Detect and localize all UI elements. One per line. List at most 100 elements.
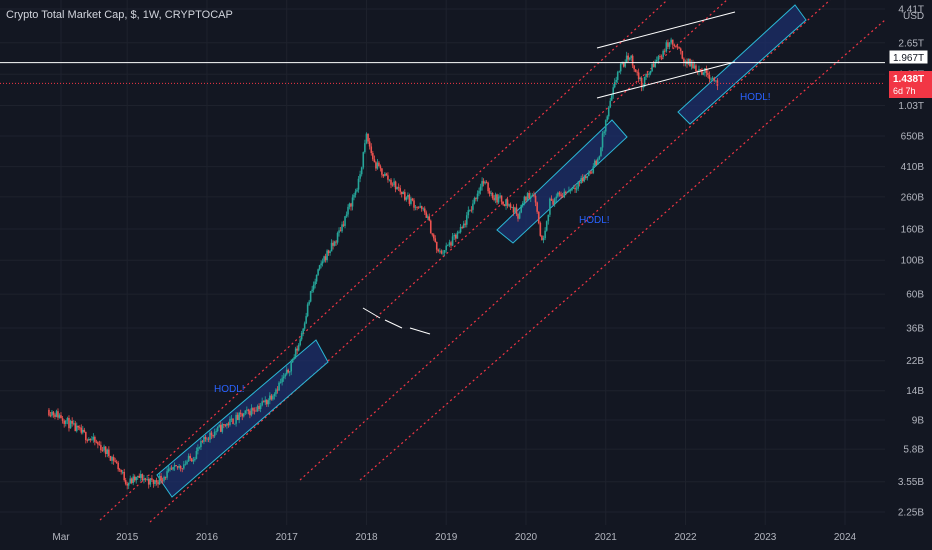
candle-body	[172, 466, 174, 470]
candle-body	[379, 166, 382, 169]
candle-body	[194, 458, 196, 461]
candle-body	[264, 399, 267, 403]
candle-body	[160, 475, 162, 481]
candle-body	[89, 438, 92, 441]
time-tick-label: 2024	[834, 532, 857, 543]
candle-body	[577, 182, 579, 189]
candle-body	[184, 463, 187, 465]
candle-body	[238, 412, 240, 421]
candle-body	[517, 213, 519, 219]
candle-body	[347, 206, 349, 215]
candle-body	[476, 193, 479, 200]
candle-body	[68, 417, 70, 429]
candle-body	[86, 440, 89, 441]
candle-body	[75, 425, 78, 432]
candle-body	[693, 65, 696, 69]
candle-body	[408, 194, 411, 204]
candle-body	[115, 461, 118, 463]
candle-body	[388, 179, 391, 181]
candle-body	[133, 476, 136, 481]
candle-body	[253, 410, 256, 412]
candle-body	[425, 212, 428, 218]
candle-body	[652, 63, 655, 68]
candle-body	[63, 420, 65, 424]
candle-body	[187, 455, 190, 462]
candle-body	[143, 478, 145, 481]
candle-body	[83, 429, 86, 432]
candle-body	[678, 47, 680, 49]
candle-body	[98, 444, 101, 446]
candle-body	[612, 87, 615, 96]
candle-body	[155, 480, 158, 483]
candle-body	[502, 201, 504, 205]
candle-body	[272, 395, 274, 400]
candle-body	[333, 241, 336, 246]
candle-body	[448, 242, 451, 245]
candle-body	[308, 301, 310, 305]
candle-body	[129, 478, 132, 484]
candle-body	[359, 174, 361, 179]
candle-body	[66, 417, 69, 421]
candle-body	[52, 411, 55, 415]
candle-body	[378, 162, 380, 167]
candle-body	[175, 465, 177, 467]
candle-body	[553, 198, 556, 205]
candle-body	[503, 204, 506, 207]
candle-body	[300, 332, 303, 340]
candle-body	[534, 195, 537, 203]
candle-body	[400, 191, 403, 195]
candle-body	[170, 468, 173, 470]
time-tick-label: 2019	[435, 532, 458, 543]
candle-body	[636, 71, 638, 73]
candle-body	[58, 415, 61, 418]
candle-body	[186, 461, 188, 464]
candle-body	[569, 190, 572, 192]
candle-body	[651, 63, 653, 72]
candle-body	[258, 406, 260, 409]
candle-body	[497, 196, 500, 203]
candle-body	[587, 172, 590, 177]
hodl-box	[496, 119, 628, 244]
candle-body	[542, 238, 545, 241]
candle-body	[642, 86, 644, 88]
candle-body	[568, 190, 570, 193]
candle-body	[665, 42, 668, 52]
candle-body	[190, 458, 193, 462]
candle-body	[233, 423, 236, 425]
candle-body	[306, 304, 309, 317]
candle-body	[215, 431, 217, 432]
candle-body	[368, 141, 371, 147]
candle-body	[429, 220, 432, 234]
candle-body	[683, 58, 685, 63]
candle-body	[367, 133, 369, 142]
candle-body	[320, 263, 322, 266]
candle-body	[660, 56, 663, 58]
candle-body	[528, 193, 530, 199]
candle-body	[481, 181, 483, 187]
candle-body	[232, 418, 234, 425]
candle-body	[385, 173, 388, 176]
candle-body	[625, 55, 628, 63]
candle-body	[622, 62, 625, 67]
segment-marker	[362, 307, 381, 319]
candle-body	[112, 456, 115, 461]
candle-body	[550, 198, 553, 201]
candle-body	[121, 471, 124, 473]
candle-body	[491, 192, 494, 199]
candle-body	[327, 250, 330, 254]
candle-body	[456, 232, 459, 239]
white-line-badge: 1.967T	[888, 49, 929, 65]
candle-body	[157, 482, 159, 485]
candle-body	[206, 438, 208, 440]
candle-body	[411, 198, 414, 201]
candle-body	[357, 178, 360, 190]
candle-body	[533, 195, 535, 196]
candle-body	[479, 186, 482, 191]
candle-body	[515, 207, 518, 214]
candle-body	[255, 410, 257, 412]
candle-body	[420, 206, 423, 209]
candle-body	[499, 195, 501, 197]
candle-body	[124, 480, 127, 484]
candle-body	[130, 478, 133, 483]
